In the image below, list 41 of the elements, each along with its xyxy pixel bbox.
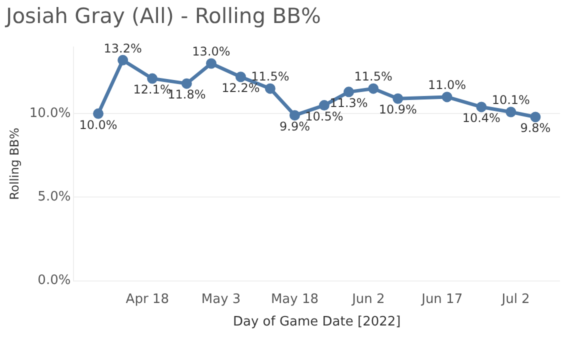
- text: 13.2%: [104, 41, 142, 56]
- text: 9.8%: [520, 121, 551, 136]
- x-tick-label: Apr 18: [126, 292, 169, 307]
- x-tick-label: May 18: [270, 292, 319, 307]
- text: 12.2%: [222, 81, 260, 96]
- point: [147, 73, 158, 84]
- point: [118, 54, 128, 66]
- chart-title: Josiah Gray (All) - Rolling BB%: [6, 4, 321, 28]
- y-tick-label: 0.0%: [38, 273, 71, 288]
- y-tick-label: 5.0%: [38, 190, 71, 205]
- point: [530, 112, 541, 122]
- text: 11.5%: [354, 70, 392, 84]
- x-tick-label: Jul 2: [500, 292, 530, 307]
- point: [264, 83, 276, 94]
- y-tick-label: 10.0%: [29, 106, 71, 122]
- point: [93, 108, 104, 119]
- text: 10.4%: [462, 111, 500, 126]
- point: [442, 92, 452, 102]
- text: 12.1%: [133, 82, 172, 97]
- point: [181, 78, 192, 89]
- x-tick-label: Jun 17: [420, 292, 463, 307]
- point: [344, 86, 354, 98]
- text: 11.5%: [251, 70, 290, 84]
- text: 10.1%: [492, 93, 530, 108]
- text: 10.0%: [79, 118, 118, 132]
- text: 13.0%: [192, 44, 230, 59]
- text: 11.0%: [428, 78, 466, 92]
- x-tick-label: Jun 2: [351, 292, 385, 307]
- x-axis-title: Day of Game Date [2022]: [232, 314, 401, 330]
- point: [206, 58, 216, 69]
- point: [476, 102, 487, 112]
- point: [235, 72, 246, 82]
- text: 11.3%: [330, 96, 368, 110]
- point: [318, 100, 330, 111]
- text: 10.9%: [378, 102, 417, 117]
- point: [368, 83, 379, 94]
- point: [289, 110, 300, 121]
- x-tick-label: May 3: [201, 292, 241, 307]
- y-axis-title: Rolling BB%: [7, 128, 22, 200]
- point: [392, 93, 404, 104]
- point: [506, 106, 516, 118]
